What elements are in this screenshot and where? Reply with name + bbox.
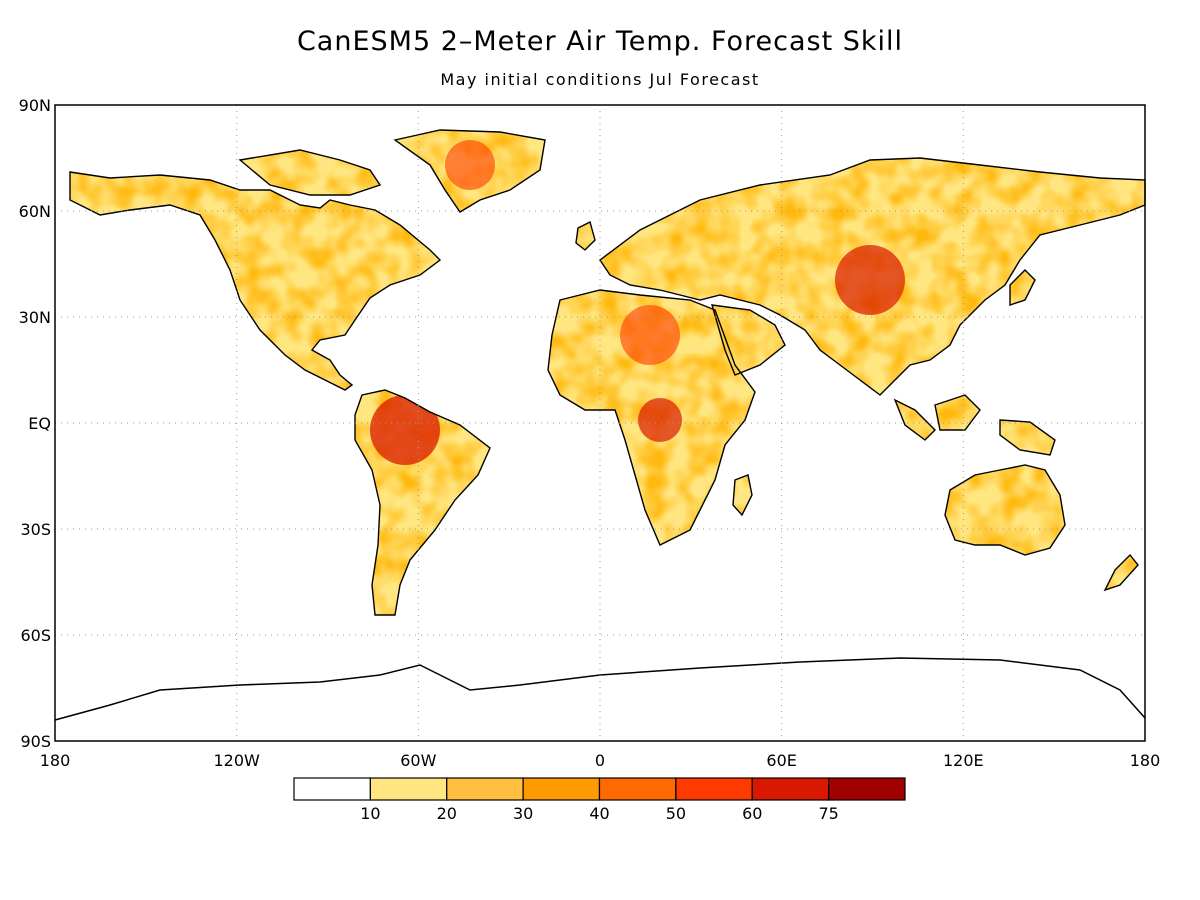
colorbar-bin xyxy=(598,777,677,801)
colorbar-bin xyxy=(828,777,906,801)
lat-tick-label: 60N xyxy=(19,202,51,221)
colorbar-bin xyxy=(522,777,601,801)
lon-tick-label: 60E xyxy=(766,751,796,770)
lat-tick-label: 30N xyxy=(19,308,51,327)
lat-tick-label: 60S xyxy=(20,626,51,645)
colorbar-bin xyxy=(369,777,448,801)
map-title: CanESM5 2–Meter Air Temp. Forecast Skill xyxy=(296,26,904,57)
lon-tick-label: 60W xyxy=(400,751,436,770)
latitude-labels: 90N 60N 30N EQ 30S 60S 90S xyxy=(19,96,51,751)
antarctica-coastline xyxy=(54,657,1146,721)
map-frame xyxy=(54,104,1146,742)
colorbar-label: 50 xyxy=(666,804,686,823)
longitude-labels: 180 120W 60W 0 60E 120E 180 xyxy=(40,751,1161,770)
colorbar-label: 75 xyxy=(818,804,838,823)
colorbar: 10 20 30 40 50 60 75 xyxy=(293,777,906,823)
lon-tick-label: 180 xyxy=(1130,751,1161,770)
lat-tick-label: 90N xyxy=(19,96,51,115)
lon-tick-label: 0 xyxy=(595,751,605,770)
colorbar-bin xyxy=(675,777,753,801)
colorbar-label: 10 xyxy=(360,804,380,823)
colorbar-bin xyxy=(293,777,371,801)
coastlines xyxy=(69,129,1146,616)
lon-tick-label: 180 xyxy=(40,751,71,770)
colorbar-bin xyxy=(446,777,524,801)
colorbar-label: 40 xyxy=(589,804,609,823)
lat-tick-label: 90S xyxy=(20,732,51,751)
colorbar-label: 30 xyxy=(513,804,533,823)
colorbar-label: 60 xyxy=(742,804,762,823)
lat-tick-label: 30S xyxy=(20,520,51,539)
map-subtitle: May initial conditions Jul Forecast xyxy=(440,70,760,89)
lon-tick-label: 120E xyxy=(943,751,984,770)
lat-tick-label: EQ xyxy=(28,414,51,433)
colorbar-label: 20 xyxy=(437,804,457,823)
colorbar-bin xyxy=(751,777,830,801)
grid-lines xyxy=(55,105,1145,741)
lon-tick-label: 120W xyxy=(213,751,260,770)
